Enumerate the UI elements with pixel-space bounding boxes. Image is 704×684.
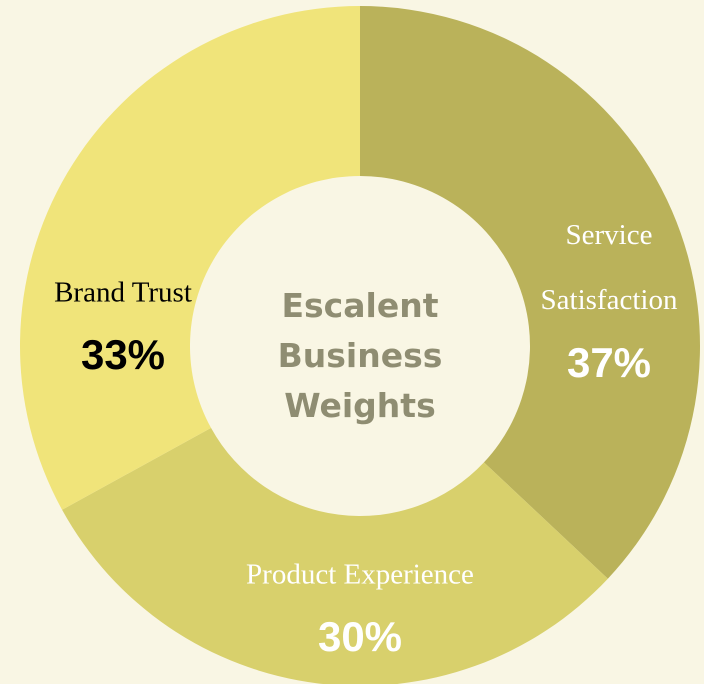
- donut-slice: [360, 6, 700, 579]
- value-label: 37%: [566, 339, 652, 386]
- value-label: 33%: [80, 331, 166, 378]
- slice-label: Brand Trust: [54, 276, 192, 309]
- slice-label: Product Experience: [246, 558, 474, 591]
- slice-label: Service Satisfaction: [540, 219, 678, 316]
- chart-title: Escalent Business Weights: [277, 286, 443, 425]
- donut-slice: [62, 427, 608, 684]
- value-label: 30%: [317, 613, 403, 660]
- donut-slice: [19, 6, 361, 510]
